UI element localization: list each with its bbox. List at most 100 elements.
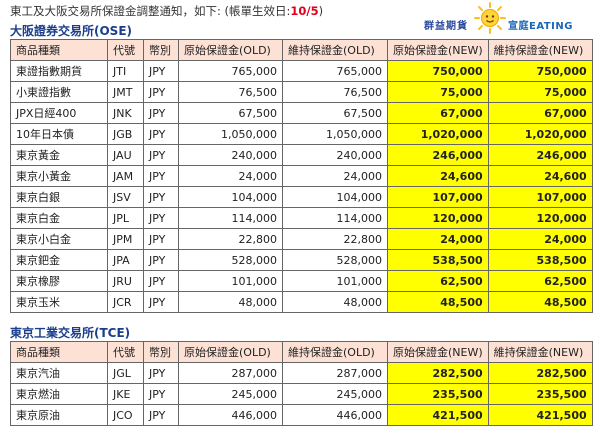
code-cell: JMT — [107, 81, 144, 103]
maint-new-cell: 62,500 — [487, 270, 593, 292]
currency-cell: JPY — [143, 228, 179, 250]
brand-logo: 群益期貨 宣庭EATING — [418, 2, 596, 36]
table-row: 東京小白金 JPM JPY 22,800 22,800 24,000 24,000 — [10, 228, 593, 250]
currency-cell: JPY — [143, 102, 179, 124]
maint-old-cell: 114,000 — [282, 207, 388, 229]
currency-cell: JPY — [143, 165, 179, 187]
product-cell: 東京鈀金 — [10, 249, 108, 271]
col-header-initial-old: 原始保證金(OLD) — [178, 39, 283, 61]
col-header-code: 代號 — [107, 39, 144, 61]
maint-old-cell: 24,000 — [282, 165, 388, 187]
code-cell: JAU — [107, 144, 144, 166]
ose-section-title: 大阪證券交易所(OSE) — [10, 24, 133, 38]
product-cell: 東京橡膠 — [10, 270, 108, 292]
currency-cell: JPY — [143, 123, 179, 145]
col-header-initial-new: 原始保證金(NEW) — [387, 341, 489, 363]
table-row: 東京橡膠 JRU JPY 101,000 101,000 62,500 62,500 — [10, 270, 593, 292]
currency-cell: JPY — [143, 81, 179, 103]
maint-old-cell: 528,000 — [282, 249, 388, 271]
initial-new-cell: 62,500 — [387, 270, 489, 292]
maint-new-cell: 282,500 — [487, 362, 593, 384]
maint-old-cell: 287,000 — [282, 362, 388, 384]
maint-new-cell: 120,000 — [487, 207, 593, 229]
initial-new-cell: 120,000 — [387, 207, 489, 229]
col-header-initial-new: 原始保證金(NEW) — [387, 39, 489, 61]
code-cell: JPL — [107, 207, 144, 229]
col-header-maint-new: 維持保證金(NEW) — [487, 39, 593, 61]
col-header-initial-old: 原始保證金(OLD) — [178, 341, 283, 363]
sun-icon — [474, 2, 506, 34]
maint-old-cell: 22,800 — [282, 228, 388, 250]
initial-new-cell: 538,500 — [387, 249, 489, 271]
maint-new-cell: 24,600 — [487, 165, 593, 187]
maint-new-cell: 750,000 — [487, 60, 593, 82]
table-row: 東京原油 JCO JPY 446,000 446,000 421,500 421,500 — [10, 404, 593, 426]
product-cell: 東證指數期貨 — [10, 60, 108, 82]
table-row: 東京燃油 JKE JPY 245,000 245,000 235,500 235,500 — [10, 383, 593, 405]
ose-margin-table: 商品種類 代號 幣別 原始保證金(OLD) 維持保證金(OLD) 原始保證金(N… — [10, 39, 593, 313]
notice-close: ) — [318, 4, 324, 18]
code-cell: JCO — [107, 404, 144, 426]
currency-cell: JPY — [143, 186, 179, 208]
maint-new-cell: 48,500 — [487, 291, 593, 313]
currency-cell: JPY — [143, 404, 179, 426]
maint-new-cell: 67,000 — [487, 102, 593, 124]
effective-date: 10/5 — [290, 4, 319, 18]
initial-new-cell: 246,000 — [387, 144, 489, 166]
maint-new-cell: 24,000 — [487, 228, 593, 250]
currency-cell: JPY — [143, 249, 179, 271]
maint-old-cell: 446,000 — [282, 404, 388, 426]
maint-old-cell: 67,500 — [282, 102, 388, 124]
col-header-maint-old: 維持保證金(OLD) — [282, 39, 388, 61]
maint-new-cell: 75,000 — [487, 81, 593, 103]
maint-old-cell: 1,050,000 — [282, 123, 388, 145]
code-cell: JPM — [107, 228, 144, 250]
table-row: 東京汽油 JGL JPY 287,000 287,000 282,500 282,500 — [10, 362, 593, 384]
initial-new-cell: 48,500 — [387, 291, 489, 313]
currency-cell: JPY — [143, 291, 179, 313]
product-cell: 東京白銀 — [10, 186, 108, 208]
table-row: 東京白銀 JSV JPY 104,000 104,000 107,000 107,000 — [10, 186, 593, 208]
maint-old-cell: 245,000 — [282, 383, 388, 405]
product-cell: 東京黃金 — [10, 144, 108, 166]
initial-old-cell: 76,500 — [178, 81, 283, 103]
initial-new-cell: 24,600 — [387, 165, 489, 187]
table-row: 10年日本債 JGB JPY 1,050,000 1,050,000 1,020,000 1… — [10, 123, 593, 145]
table-row: 東京玉米 JCR JPY 48,000 48,000 48,500 48,500 — [10, 291, 593, 313]
product-cell: JPX日經400 — [10, 102, 108, 124]
maint-new-cell: 538,500 — [487, 249, 593, 271]
code-cell: JKE — [107, 383, 144, 405]
table-row: 東證指數期貨 JTI JPY 765,000 765,000 750,000 750,000 — [10, 60, 593, 82]
maint-old-cell: 765,000 — [282, 60, 388, 82]
initial-old-cell: 240,000 — [178, 144, 283, 166]
initial-new-cell: 107,000 — [387, 186, 489, 208]
initial-new-cell: 75,000 — [387, 81, 489, 103]
code-cell: JNK — [107, 102, 144, 124]
maint-new-cell: 107,000 — [487, 186, 593, 208]
table-row: 東京鈀金 JPA JPY 528,000 528,000 538,500 538,500 — [10, 249, 593, 271]
initial-old-cell: 1,050,000 — [178, 123, 283, 145]
initial-old-cell: 114,000 — [178, 207, 283, 229]
initial-old-cell: 22,800 — [178, 228, 283, 250]
product-cell: 小東證指數 — [10, 81, 108, 103]
ose-header-row: 商品種類 代號 幣別 原始保證金(OLD) 維持保證金(OLD) 原始保證金(N… — [10, 39, 593, 61]
col-header-maint-new: 維持保證金(NEW) — [487, 341, 593, 363]
table-row: 東京小黃金 JAM JPY 24,000 24,000 24,600 24,600 — [10, 165, 593, 187]
table-row: 小東證指數 JMT JPY 76,500 76,500 75,000 75,000 — [10, 81, 593, 103]
maint-old-cell: 76,500 — [282, 81, 388, 103]
maint-old-cell: 240,000 — [282, 144, 388, 166]
product-cell: 東京燃油 — [10, 383, 108, 405]
col-header-currency: 幣別 — [143, 341, 179, 363]
code-cell: JSV — [107, 186, 144, 208]
initial-old-cell: 528,000 — [178, 249, 283, 271]
currency-cell: JPY — [143, 60, 179, 82]
initial-old-cell: 48,000 — [178, 291, 283, 313]
initial-new-cell: 1,020,000 — [387, 123, 489, 145]
logo-right-text: 宣庭EATING — [508, 21, 573, 32]
product-cell: 東京小白金 — [10, 228, 108, 250]
table-row: 東京黃金 JAU JPY 240,000 240,000 246,000 246,000 — [10, 144, 593, 166]
maint-old-cell: 101,000 — [282, 270, 388, 292]
initial-old-cell: 67,500 — [178, 102, 283, 124]
product-cell: 10年日本債 — [10, 123, 108, 145]
ose-table-body: 東證指數期貨 JTI JPY 765,000 765,000 750,000 750,000… — [10, 60, 593, 313]
